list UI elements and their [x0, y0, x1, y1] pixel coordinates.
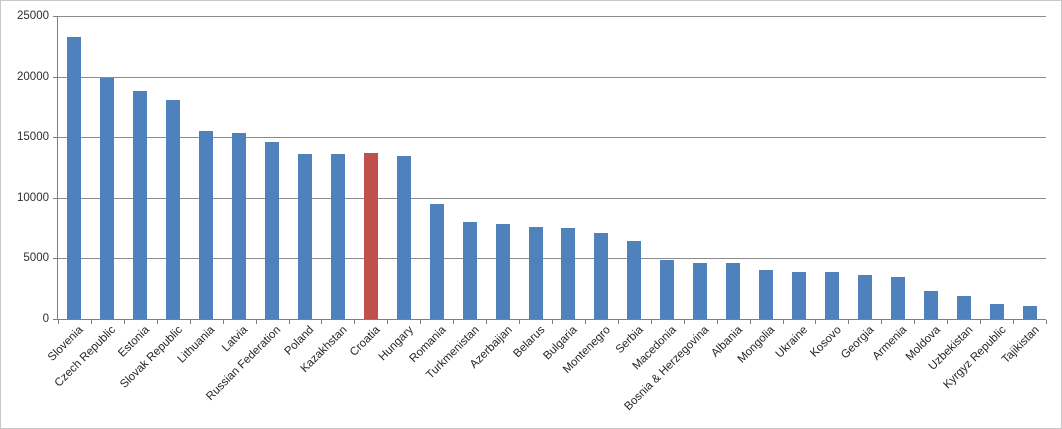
- bar-croatia: [364, 153, 378, 319]
- bar-slovak-republic: [166, 100, 180, 319]
- x-axis-tick: [58, 320, 59, 324]
- y-axis-line: [57, 16, 58, 320]
- bar-russian-federation: [265, 142, 279, 319]
- x-axis-tick: [914, 320, 915, 324]
- x-axis-tick: [519, 320, 520, 324]
- x-axis-tick: [717, 320, 718, 324]
- x-axis-tick: [453, 320, 454, 324]
- x-axis-tick: [552, 320, 553, 324]
- bar-serbia: [627, 241, 641, 319]
- x-axis-label: Czech Republic: [53, 324, 119, 390]
- y-axis-tick: [53, 198, 57, 199]
- gridline-10000: [58, 198, 1046, 199]
- x-axis-tick: [223, 320, 224, 324]
- x-axis-line: [57, 319, 1046, 320]
- bar-azerbaijan: [496, 224, 510, 319]
- x-axis-tick: [354, 320, 355, 324]
- x-axis-tick: [618, 320, 619, 324]
- x-axis-label: Latvia: [220, 324, 251, 355]
- y-axis-tick-label: 15000: [17, 131, 49, 143]
- y-axis-tick-label: 0: [42, 313, 49, 325]
- x-axis-tick: [289, 320, 290, 324]
- x-axis-label: Slovak Republic: [117, 324, 185, 391]
- x-axis-label: Georgia: [839, 324, 877, 362]
- bar-albania: [726, 263, 740, 319]
- x-axis-tick: [848, 320, 849, 324]
- x-axis-tick: [321, 320, 322, 324]
- bar-poland: [298, 154, 312, 319]
- bar-romania: [430, 204, 444, 319]
- x-axis-tick: [651, 320, 652, 324]
- x-axis-tick: [881, 320, 882, 324]
- bar-turkmenistan: [463, 222, 477, 319]
- x-axis-tick: [420, 320, 421, 324]
- gridline-15000: [58, 137, 1046, 138]
- gridline-20000: [58, 77, 1046, 78]
- bar-tajikistan: [1023, 306, 1037, 319]
- y-axis-tick: [53, 16, 57, 17]
- y-axis-tick: [53, 319, 57, 320]
- bar-kyrgyz-republic: [990, 304, 1004, 319]
- bar-georgia: [858, 275, 872, 319]
- bar-slovenia: [67, 37, 81, 319]
- x-axis-tick: [91, 320, 92, 324]
- x-axis-tick: [783, 320, 784, 324]
- y-axis-tick: [53, 77, 57, 78]
- bar-kosovo: [825, 272, 839, 319]
- x-axis-tick: [157, 320, 158, 324]
- x-axis-tick: [387, 320, 388, 324]
- bar-armenia: [891, 277, 905, 319]
- y-axis-tick-label: 5000: [23, 252, 49, 264]
- gridline-5000: [58, 258, 1046, 259]
- bar-moldova: [924, 291, 938, 319]
- bar-estonia: [133, 91, 147, 319]
- bar-czech-republic: [100, 78, 114, 319]
- x-axis-tick: [486, 320, 487, 324]
- y-axis-tick-label: 25000: [17, 10, 49, 22]
- y-axis-tick-label: 20000: [17, 71, 49, 83]
- x-axis-tick: [750, 320, 751, 324]
- y-axis-tick: [53, 258, 57, 259]
- bar-uzbekistan: [957, 296, 971, 319]
- bar-macedonia: [660, 260, 674, 319]
- x-axis-tick: [684, 320, 685, 324]
- x-axis-tick: [1046, 320, 1047, 324]
- gridline-25000: [58, 16, 1046, 17]
- x-axis-label: Kosovo: [807, 324, 844, 360]
- x-axis-tick: [815, 320, 816, 324]
- bar-hungary: [397, 156, 411, 319]
- x-axis-label: Kyrgyz Republic: [941, 324, 1009, 392]
- bar-lithuania: [199, 131, 213, 319]
- x-axis-tick: [1013, 320, 1014, 324]
- x-axis-tick: [190, 320, 191, 324]
- x-axis-label: Ukraine: [773, 324, 811, 361]
- bar-bosnia-herzegovina: [693, 263, 707, 319]
- bar-bulgaria: [561, 228, 575, 319]
- x-axis-tick: [256, 320, 257, 324]
- bar-belarus: [529, 227, 543, 319]
- bar-kazakhstan: [331, 154, 345, 319]
- bar-latvia: [232, 133, 246, 319]
- bar-ukraine: [792, 272, 806, 319]
- x-axis-tick: [585, 320, 586, 324]
- bar-mongolia: [759, 270, 773, 319]
- x-axis-label: Serbia: [613, 324, 646, 356]
- x-axis-tick: [947, 320, 948, 324]
- x-axis-tick: [124, 320, 125, 324]
- y-axis-tick: [53, 137, 57, 138]
- x-axis-tick: [980, 320, 981, 324]
- y-axis-tick-label: 10000: [17, 192, 49, 204]
- x-axis-label: Armenia: [870, 324, 910, 363]
- bar-montenegro: [594, 233, 608, 319]
